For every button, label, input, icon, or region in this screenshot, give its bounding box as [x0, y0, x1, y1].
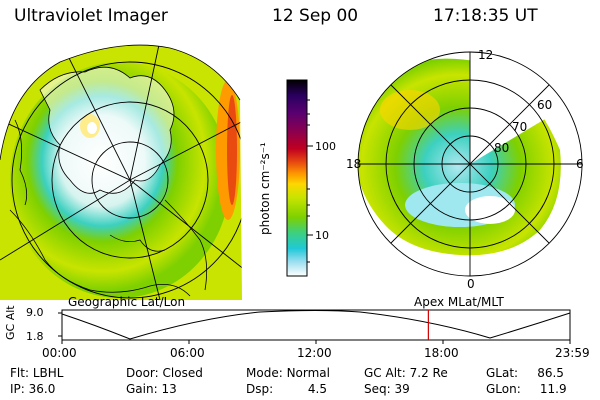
mlt-label-12: 12 — [478, 48, 494, 62]
status-gc-alt: GC Alt: 7.2 Re — [364, 366, 448, 380]
instrument-title: Ultraviolet Imager — [14, 6, 168, 26]
status-glon: GLon: 11.9 — [486, 382, 567, 396]
mlat-label-60: 60 — [537, 98, 553, 112]
status-flt: Flt: LBHL — [10, 366, 64, 380]
status-dsp: Dsp: 4.5 — [246, 382, 327, 396]
altitude-ytick-9: 9.0 — [26, 306, 44, 319]
geo-grid — [0, 45, 242, 300]
right-map-caption: Apex MLat/MLT — [414, 295, 504, 309]
status-seq: Seq: 39 — [364, 382, 410, 396]
mlt-label-6: 6 — [576, 157, 584, 171]
status-gain: Gain: 13 — [126, 382, 177, 396]
altitude-xtick-0600: 06:00 — [170, 346, 205, 360]
colorbar — [286, 79, 313, 277]
mlat-label-80: 80 — [494, 141, 510, 155]
date-label: 12 Sep 00 — [272, 6, 359, 26]
status-mode: Mode: Normal — [246, 366, 330, 380]
colorbar-tick-10: 10 — [315, 229, 329, 242]
altitude-panel — [58, 309, 571, 344]
altitude-xtick-1200: 12:00 — [297, 346, 332, 360]
altitude-curve — [61, 310, 571, 340]
greenland-outline — [39, 66, 175, 194]
mlat-grid — [357, 51, 583, 277]
altitude-xtick-2359: 23:59 — [555, 346, 590, 360]
altitude-ytick-1.8: 1.8 — [26, 330, 44, 343]
mlat-label-70: 70 — [512, 120, 528, 134]
colorbar-ticks — [307, 99, 313, 263]
magnetic-polar-map — [357, 51, 583, 277]
left-map-caption: Geographic Lat/Lon — [68, 295, 186, 309]
altitude-ylabel: GC Alt — [4, 305, 17, 340]
altitude-xtick-1800: 18:00 — [424, 346, 459, 360]
mlt-label-0: 0 — [467, 277, 475, 291]
status-door: Door: Closed — [126, 366, 203, 380]
altitude-xticks — [61, 340, 571, 344]
time-label: 17:18:35 UT — [433, 6, 538, 26]
colorbar-unit-label: photon cm⁻²s⁻¹ — [258, 142, 272, 235]
status-ip: IP: 36.0 — [10, 382, 56, 396]
status-glat: GLat: 86.5 — [486, 366, 564, 380]
coastline-south — [9, 209, 191, 297]
colorbar-tick-100: 100 — [315, 140, 336, 153]
altitude-xtick-0000: 00:00 — [42, 346, 77, 360]
mlt-label-18: 18 — [346, 157, 362, 171]
geographic-map — [0, 44, 242, 300]
